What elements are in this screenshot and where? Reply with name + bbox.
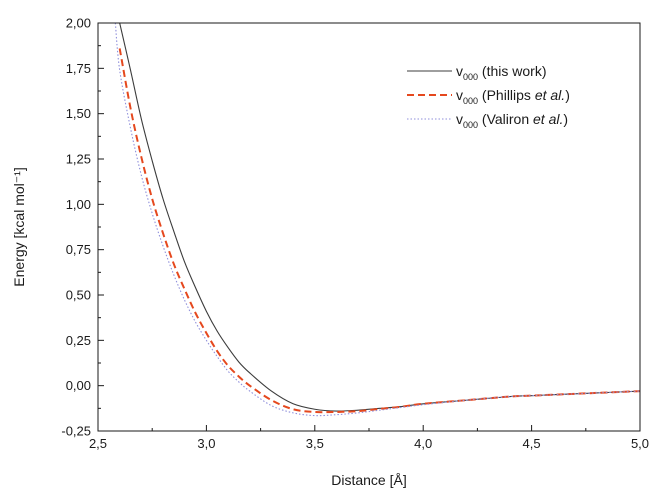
- y-tick-label: 1,50: [66, 106, 91, 121]
- y-tick-label: -0,25: [61, 424, 91, 439]
- x-tick-label: 4,5: [523, 436, 541, 451]
- y-tick-label: 0,75: [66, 242, 91, 257]
- legend-label-valiron: v000 (Valiron et al.): [456, 111, 568, 130]
- y-tick-label: 1,25: [66, 152, 91, 167]
- y-tick-label: 0,50: [66, 288, 91, 303]
- x-tick-label: 4,0: [414, 436, 432, 451]
- x-axis-label: Distance [Å]: [331, 472, 406, 488]
- x-tick-label: 5,0: [631, 436, 649, 451]
- y-tick-label: 1,75: [66, 61, 91, 76]
- y-tick-label: 0,00: [66, 378, 91, 393]
- x-tick-label: 2,5: [89, 436, 107, 451]
- y-tick-label: 0,25: [66, 333, 91, 348]
- x-tick-label: 3,5: [306, 436, 324, 451]
- y-tick-label: 1,00: [66, 197, 91, 212]
- legend-label-phillips: v000 (Phillips et al.): [456, 87, 570, 106]
- y-axis-label: Energy [kcal mol⁻¹]: [11, 167, 27, 286]
- y-tick-label: 2,00: [66, 16, 91, 31]
- legend: v000 (this work) v000 (Phillips et al.) v0…: [407, 63, 570, 130]
- curves-layer: [114, 23, 640, 417]
- axis-ticks: 2,5 3,0 3,5 4,0 4,5 5,0 -0,25 0,00 0,25 0,50 0,75 1…: [61, 16, 649, 452]
- x-tick-label: 3,0: [197, 436, 215, 451]
- series-line-phillips: [118, 48, 640, 414]
- legend-label-this-work: v000 (this work): [456, 63, 546, 82]
